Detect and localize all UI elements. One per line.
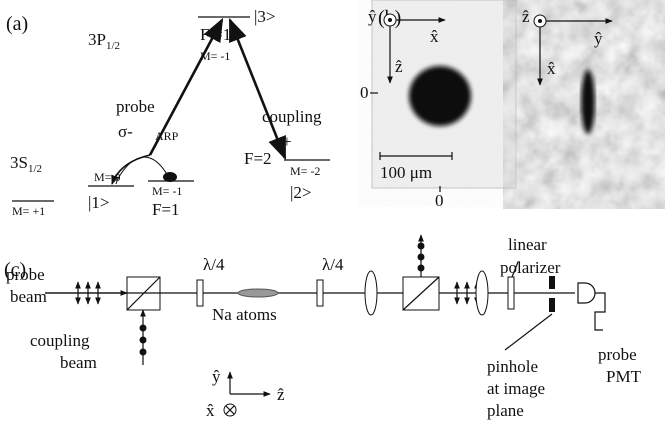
label: 0 [435,191,444,210]
label: ARP [155,129,179,143]
label: ẑ [522,7,530,26]
label: 3P1/2 [88,30,120,52]
shape [365,271,377,315]
label: ŷ [212,367,221,386]
shape [163,172,177,182]
level-diagram: (a) 3P1/2 F′=1 M= -1 |3> probe σ- coupli… [6,7,330,219]
label: 100 μm [380,163,432,182]
line [505,314,552,350]
label: M= -2 [290,164,320,178]
label: x̂ [430,27,439,46]
label: 1/2 [28,163,42,175]
label: probe [598,345,637,364]
shape [140,349,147,356]
figure: (a) 3P1/2 F′=1 M= -1 |3> probe σ- coupli… [0,0,665,434]
shape [538,19,542,23]
shape [418,265,425,272]
line [116,157,168,184]
shape [549,298,555,312]
label: |1> [88,193,110,212]
label: Na atoms [212,305,277,324]
label: PMT [606,367,642,386]
label: 3S [10,153,28,172]
shape [508,277,514,309]
label: λ/4 [322,255,344,274]
label: plane [487,401,524,420]
label: polarizer [500,258,561,277]
label: pinhole [487,357,538,376]
line [578,283,595,303]
images: (b) ŷ x̂ ẑ 0 100 μm 0 ẑ ŷ x̂ [360,0,665,210]
label: M= -1 [152,184,182,198]
shape [549,276,555,289]
shape [409,66,471,126]
label: (a) [6,13,28,35]
label: F=2 [244,149,272,168]
label: λ/4 [203,255,225,274]
label: beam [10,287,47,306]
setup: (c) probe beam coupling beam λ/4 Na atom… [4,235,642,420]
label: |3> [254,7,276,26]
label: M= +1 [12,204,45,218]
label: 1/2 [106,40,120,52]
label: σ- [118,122,133,141]
shape [476,271,488,315]
label: σ+ [273,132,292,151]
label: probe [6,265,45,284]
label: at image [487,379,545,398]
label: x̂ [206,401,215,420]
label: coupling [262,107,322,126]
shape [238,289,278,297]
label: x̂ [547,59,556,78]
shape [418,243,425,250]
label: ẑ [395,57,403,76]
label: |2> [290,183,312,202]
label: 3P [88,30,106,49]
shape [388,18,392,22]
label: coupling [30,331,90,350]
shape [140,337,147,344]
shape [418,254,425,261]
shape [197,280,203,306]
label: M= +1 [12,204,45,218]
label: ẑ [277,385,285,404]
shape [140,325,147,332]
label: beam [60,353,97,372]
label: M= 0 [94,170,120,184]
label: 3S1/2 [10,153,42,175]
label: ŷ [368,7,377,26]
line [595,293,605,330]
label: probe [116,97,155,116]
label: linear [508,235,547,254]
shape [581,70,595,134]
label: M= -2 [290,164,320,178]
label: ŷ [594,29,603,48]
shape [317,280,323,306]
label: M= -1 [152,184,182,198]
label: F=1 [152,200,180,219]
label: 0 [360,83,369,102]
label: M= 0 [94,170,120,184]
page: {"panel_a": {"label": "(a)", "upper_leve… [0,0,665,434]
